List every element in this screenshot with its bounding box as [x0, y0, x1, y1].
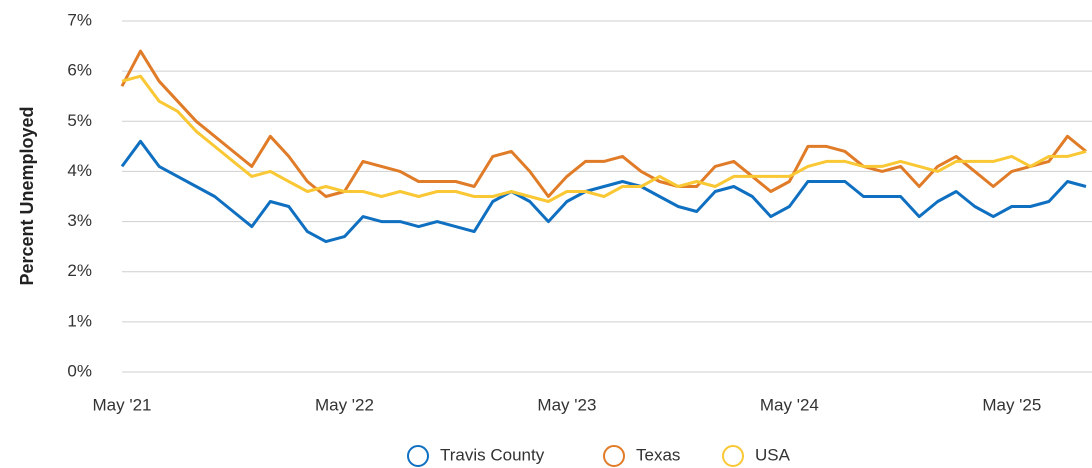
y-tick-label: 2% [67, 261, 92, 280]
legend-marker [407, 445, 429, 467]
legend-marker [603, 445, 625, 467]
series-line [120, 49, 1087, 198]
y-tick-label: 3% [67, 211, 92, 230]
x-tick-label: May '22 [315, 395, 374, 414]
x-tick-label: May '24 [760, 395, 819, 414]
legend-label: Texas [636, 445, 680, 464]
x-tick-label: May '23 [537, 395, 596, 414]
legend-label: Travis County [440, 445, 545, 464]
x-tick-label: May '21 [93, 395, 152, 414]
y-tick-label: 1% [67, 311, 92, 330]
legend-label: USA [755, 445, 791, 464]
y-tick-label: 5% [67, 111, 92, 130]
y-tick-label: 4% [67, 161, 92, 180]
y-tick-label: 0% [67, 361, 92, 380]
y-tick-label: 6% [67, 61, 92, 80]
series-line [121, 74, 1087, 203]
x-tick-label: May '25 [982, 395, 1041, 414]
y-tick-label: 7% [67, 10, 92, 29]
series-line [120, 139, 1087, 244]
legend-marker [722, 445, 744, 467]
y-axis-label: Percent Unemployed [17, 106, 37, 285]
